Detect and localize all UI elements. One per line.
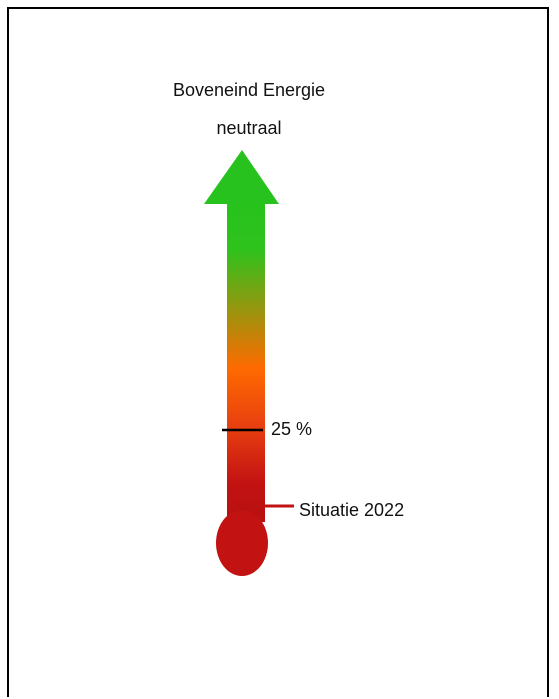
thermometer-arrow — [204, 150, 294, 576]
percent-marker-label: 25 % — [271, 419, 313, 439]
arrow-head — [204, 150, 279, 204]
base-label: Situatie 2022 — [299, 500, 405, 520]
goal-label-line1: Boveneind Energie — [172, 80, 326, 100]
thermometer-bulb — [216, 510, 268, 576]
thermometer-shaft — [227, 202, 265, 522]
goal-label-line2: neutraal — [216, 118, 282, 138]
figure-frame: Boveneind Energie neutraal 25 % Situatie… — [7, 7, 549, 697]
